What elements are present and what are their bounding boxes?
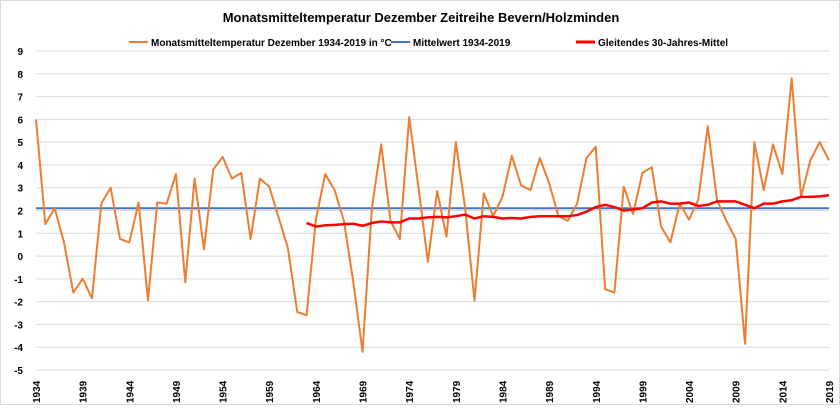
x-tick-label: 2014: [778, 380, 789, 403]
legend-label: Monatsmitteltemperatur Dezember 1934-201…: [151, 38, 392, 49]
x-axis-ticks: 1934 1939 1944 1949 1954 1959 1964 1969 1974 1979…: [32, 380, 836, 403]
x-tick-label: 2004: [685, 380, 696, 403]
y-tick-label: 1: [17, 229, 23, 240]
x-tick-label: 1984: [498, 380, 509, 403]
y-tick-label: -3: [14, 320, 23, 331]
x-tick-label: 2019: [825, 380, 836, 403]
y-tick-label: 7: [17, 93, 23, 104]
y-tick-label: 8: [17, 70, 23, 81]
y-tick-label: -4: [14, 343, 23, 354]
y-tick-label: 3: [17, 184, 23, 195]
temperature-series-line: [35, 77, 830, 353]
x-tick-label: 1944: [125, 380, 136, 403]
y-tick-label: 5: [17, 138, 23, 149]
legend: Monatsmitteltemperatur Dezember 1934-201…: [129, 38, 728, 49]
x-tick-label: 1974: [405, 380, 416, 403]
y-axis-ticks: 9 8 7 6 5 4 3 2 1 0 -1 -2 -3 -4 -5: [14, 47, 23, 377]
y-tick-label: -2: [14, 298, 23, 309]
legend-label: Gleitendes 30-Jahres-Mittel: [598, 38, 728, 49]
x-tick-label: 1959: [265, 380, 276, 403]
chart-title: Monatsmitteltemperatur Dezember Zeitreih…: [223, 10, 620, 25]
x-tick-label: 1989: [545, 380, 556, 403]
y-tick-label: 2: [17, 207, 23, 218]
x-tick-label: 1949: [172, 380, 183, 403]
x-tick-label: 1994: [592, 380, 603, 403]
legend-label: Mittelwert 1934-2019: [413, 38, 511, 49]
x-tick-label: 1969: [359, 380, 370, 403]
x-tick-label: 1999: [638, 380, 649, 403]
y-tick-label: 4: [17, 161, 23, 172]
y-tick-label: -5: [14, 366, 23, 377]
y-tick-label: 9: [17, 47, 23, 58]
moving-average-line: [306, 193, 830, 228]
gridlines: [36, 50, 829, 371]
x-tick-label: 1934: [32, 380, 43, 403]
x-tick-label: 1979: [452, 380, 463, 403]
x-tick-label: 2009: [732, 380, 743, 403]
y-tick-label: -1: [14, 275, 23, 286]
x-tick-label: 1964: [312, 380, 323, 403]
x-tick-label: 1954: [219, 380, 230, 403]
y-tick-label: 0: [17, 252, 23, 263]
series-group: [35, 77, 830, 353]
x-tick-label: 1939: [79, 380, 90, 403]
y-tick-label: 6: [17, 115, 23, 126]
